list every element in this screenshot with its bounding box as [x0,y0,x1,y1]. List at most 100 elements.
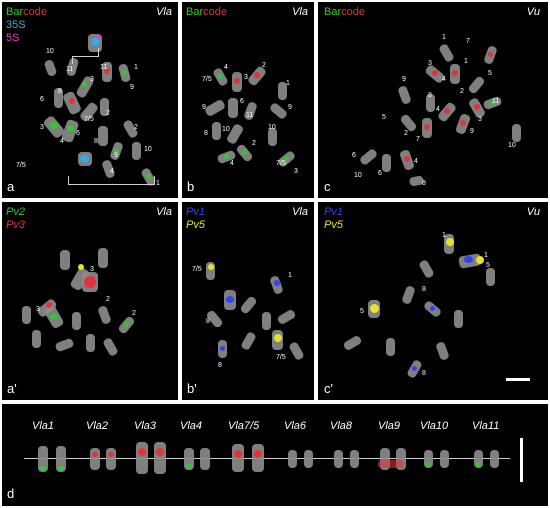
panel-a: Barcode 35S 5S Vla a 10 11 11 1 3 9 6 8 … [2,2,178,198]
signal-pv1 [274,280,280,286]
chromosome [399,113,418,133]
chromosome-number: 4 [230,160,234,167]
signal-code [254,72,260,78]
bracket-line [72,56,98,57]
karyotype-chromosome [440,450,449,468]
species-label: Vla [292,206,308,218]
signal-bar [218,74,223,79]
legend-pv2: Pv2 [6,206,25,218]
signal-pv1 [412,366,417,371]
chromosome-number: 2 [404,130,408,137]
chromosome [438,42,455,64]
signal-35s [80,155,89,162]
species-label: Vu [526,206,540,218]
chromosome-number: 8 [428,92,432,99]
karyotype-chromosome [350,450,359,468]
karyotype-chromosome [252,444,264,472]
chromosome-number: 10 [268,124,276,131]
karyotype-chromosome [396,448,406,470]
signal-bar [284,156,289,161]
chromosome-number: 9 [130,84,134,91]
panel-label: c [324,179,331,194]
scale-bar [506,378,530,381]
chromosome [268,101,289,121]
chromosome [86,334,95,352]
signal-pv3 [78,264,84,270]
chromosome [278,82,287,100]
karyotype-label: Vla6 [284,420,307,432]
bracket-line [68,184,154,185]
signal-pv1 [430,306,435,311]
chromosome [288,340,305,362]
chromosome-number: 9 [470,128,474,135]
signal-code [104,68,110,74]
signal-pv1 [464,256,473,263]
legend-5s: 5S [6,32,20,44]
karyotype-chromosome [304,450,313,468]
chromosome [486,268,495,286]
signal-bar [426,462,431,467]
signal-bar [224,154,229,159]
panel-c: Barcode Vu c 1 7 3 1 5 4 9 8 11 4 2 5 3 … [318,2,548,198]
signal-code [452,70,458,76]
chromosome-number: 7/5 [276,354,286,361]
karyotype-chromosome [334,450,343,468]
chromosome [382,154,391,172]
chromosome [262,312,271,330]
chromosome-number: 3 [36,306,40,313]
karyotype-chromosome [106,448,116,470]
panel-c-prime: Pv1 Pv5 Vu c' 1 1 5 8 5 8 [318,202,548,400]
karyotype-chromosome [490,450,499,468]
chromosome [342,334,363,352]
panel-label: d [7,486,15,501]
chromosome-number: 8 [422,370,426,377]
signal-5s [97,35,101,39]
chromosome-number: 2 [106,296,110,303]
signal-code [234,78,240,84]
legend-pv5: Pv5 [324,219,343,231]
legend-pv3: Pv3 [6,219,25,231]
chromosome-number: 1 [134,64,138,71]
karyotype-chromosome [184,448,194,470]
chromosome-number: 2 [460,88,464,95]
karyotype-chromosome [200,448,210,470]
chromosome-number: 4 [436,106,440,113]
chromosome-number: 5 [382,114,386,121]
chromosome [358,147,379,167]
signal-bar [114,148,119,153]
signal-bar [490,100,495,105]
chromosome [228,98,238,118]
chromosome-number: 11 [100,64,108,71]
chromosome-number: 6 [352,152,356,159]
chromosome-number: 1 [286,80,290,87]
signal-code [254,450,262,458]
chromosome-number: 2 [106,110,110,117]
chromosome [239,295,258,315]
signal-code [404,156,410,162]
chromosome-number: 1 [288,272,292,279]
legend-barcode: Barcode [186,6,227,18]
chromosome [54,337,75,353]
legend-barcode: Barcode [324,6,365,18]
chromosome-number: 2 [134,124,138,131]
karyotype-label: Vla9 [378,420,401,432]
chromosome-number: 4 [414,158,418,165]
signal-pv1 [220,346,225,351]
chromosome-number: 1 [442,232,446,239]
chromosome-number: 8 [206,318,210,325]
panel-d: d Vla1 Vla2 Vla3 Vla4 Vla7/5 Vla6 Vla8 V… [2,404,548,506]
chromosome [418,258,435,280]
signal-code [92,452,98,457]
chromosome-number: 7 [416,136,420,143]
chromosome-number: 7/5 [276,160,286,167]
chromosome-number: 2 [262,62,266,69]
panel-label: b' [187,381,197,396]
chromosome-number: 9 [202,104,206,111]
chromosome [401,285,416,305]
legend-barcode: Barcode [6,6,47,18]
chromosome-number: 10 [508,142,516,149]
chromosome-number: 10 [46,48,54,55]
karyotype-label: Vla3 [134,420,157,432]
chromosome-number: 5 [488,70,492,77]
chromosome [512,124,521,142]
